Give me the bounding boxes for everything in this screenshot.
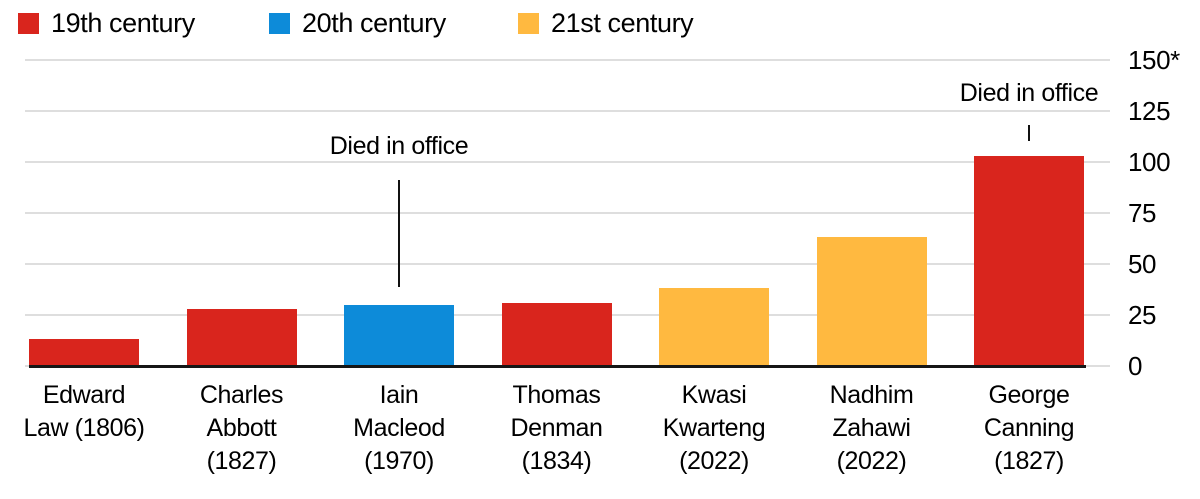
bar-charles-abbott-1827 xyxy=(186,308,297,366)
gridline-75 xyxy=(25,212,1110,214)
bar-george-canning-1827 xyxy=(974,155,1084,366)
y-tick-label-50: 50 xyxy=(1128,249,1157,279)
y-tick-label-150: 150* xyxy=(1128,45,1180,75)
legend-swatch-icon xyxy=(18,13,39,34)
x-label-line: Abbott xyxy=(206,414,277,442)
x-label-line: (2022) xyxy=(679,447,749,475)
x-label-line: Edward xyxy=(42,381,126,409)
annotation-died-in-office-iain-macleod-1970: Died in office xyxy=(325,133,473,160)
x-label-line: Kwasi xyxy=(681,381,747,409)
y-tick-label-100: 100 xyxy=(1128,147,1171,177)
legend-label: 19th century xyxy=(51,8,195,38)
x-label-line: (1827) xyxy=(994,447,1064,475)
x-label-line: Macleod xyxy=(353,414,445,442)
legend-swatch-icon xyxy=(518,13,539,34)
x-axis-baseline xyxy=(29,365,1086,368)
x-label-line: (1827) xyxy=(206,447,277,475)
x-label-line: Canning xyxy=(983,414,1075,442)
bar-nadhim-zahawi-2022 xyxy=(816,237,927,366)
legend-label: 21st century xyxy=(551,8,694,38)
legend-swatch-icon xyxy=(269,13,290,34)
x-label-line: Zahawi xyxy=(832,414,911,442)
x-label-nadhim-zahawi-2022: Nadhim Zahawi (2022) xyxy=(787,379,957,478)
y-tick-label-125: 125 xyxy=(1128,96,1171,126)
bar-thomas-denman-1834 xyxy=(501,302,612,366)
bar-iain-macleod-1970 xyxy=(344,304,454,366)
gridline-50 xyxy=(25,263,1110,265)
x-label-line: Law (1806) xyxy=(23,414,145,442)
gridline-125 xyxy=(25,110,1110,112)
x-label-line: Charles xyxy=(199,381,284,409)
bar-kwasi-kwarteng-2022 xyxy=(659,288,769,366)
x-label-line: (1970) xyxy=(364,447,434,475)
gridline-150 xyxy=(25,59,1110,61)
annotation-line xyxy=(398,180,400,287)
x-label-kwasi-kwarteng-2022: Kwasi Kwarteng (2022) xyxy=(629,379,799,478)
x-label-line: George xyxy=(988,381,1070,409)
x-label-line: Thomas xyxy=(512,381,601,409)
x-label-charles-abbott-1827: Charles Abbott (1827) xyxy=(157,379,327,478)
bar-edward-law-1806 xyxy=(29,339,139,366)
x-label-line: Iain xyxy=(379,381,419,409)
legend-item-19th-century: 19th century xyxy=(18,10,195,37)
y-tick-label-0: 0 xyxy=(1128,351,1143,381)
x-label-george-canning-1827: George Canning (1827) xyxy=(944,379,1114,478)
x-label-line: Nadhim xyxy=(829,381,914,409)
x-label-line: Kwarteng xyxy=(662,414,766,442)
legend-label: 20th century xyxy=(302,8,446,38)
annotation-line xyxy=(1028,125,1030,141)
y-tick-label-25: 25 xyxy=(1128,300,1157,330)
x-label-line: Denman xyxy=(510,414,603,442)
x-label-iain-macleod-1970: Iain Macleod (1970) xyxy=(314,379,484,478)
x-label-thomas-denman-1834: Thomas Denman (1834) xyxy=(472,379,642,478)
legend-item-20th-century: 20th century xyxy=(269,10,446,37)
annotation-died-in-office-george-canning-1827: Died in office xyxy=(955,80,1103,107)
x-label-line: (1834) xyxy=(521,447,592,475)
gridline-100 xyxy=(25,161,1110,163)
x-label-edward-law-1806: Edward Law (1806) xyxy=(0,379,169,445)
x-label-line: (2022) xyxy=(836,447,907,475)
y-tick-label-75: 75 xyxy=(1128,198,1157,228)
legend-item-21st-century: 21st century xyxy=(518,8,694,38)
